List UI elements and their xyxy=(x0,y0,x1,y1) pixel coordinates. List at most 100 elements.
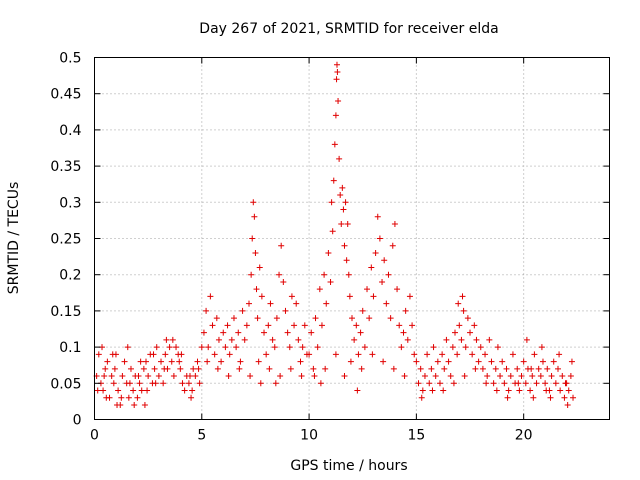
data-point xyxy=(198,344,205,351)
data-point xyxy=(353,322,360,329)
data-point xyxy=(404,336,411,343)
data-point xyxy=(136,380,143,387)
data-point xyxy=(160,380,167,387)
data-point xyxy=(542,380,549,387)
data-point xyxy=(115,387,122,394)
data-point xyxy=(299,344,306,351)
data-point xyxy=(349,315,355,322)
chart-title: Day 267 of 2021, SRMTID for receiver eld… xyxy=(199,21,498,37)
data-point xyxy=(426,380,433,387)
data-point xyxy=(318,322,325,329)
data-point xyxy=(104,358,111,365)
grid xyxy=(94,57,610,420)
data-point xyxy=(552,380,559,387)
data-point xyxy=(358,365,365,372)
y-tick-label: 0.15 xyxy=(50,304,81,320)
data-point xyxy=(312,315,319,322)
data-point xyxy=(286,344,293,351)
data-point xyxy=(418,394,425,401)
data-point xyxy=(269,336,276,343)
data-point xyxy=(514,365,521,372)
data-point xyxy=(288,293,295,300)
data-point xyxy=(368,264,375,271)
data-point xyxy=(419,387,426,394)
data-point xyxy=(383,300,390,307)
data-point xyxy=(492,365,499,372)
data-point xyxy=(263,351,270,358)
data-point xyxy=(272,380,279,387)
data-point xyxy=(357,329,364,336)
data-point xyxy=(102,365,109,372)
data-point xyxy=(400,329,407,336)
data-point xyxy=(391,221,398,228)
data-point xyxy=(401,373,408,380)
data-point xyxy=(124,344,131,351)
data-point xyxy=(527,387,534,394)
data-point xyxy=(455,300,462,307)
data-point xyxy=(421,373,428,380)
data-point xyxy=(538,344,545,351)
data-point xyxy=(306,351,313,358)
x-tick-label: 20 xyxy=(515,428,533,444)
data-point xyxy=(340,206,347,213)
data-point xyxy=(467,329,474,336)
data-point xyxy=(144,387,151,394)
data-point xyxy=(547,394,554,401)
data-point xyxy=(250,199,257,206)
data-point xyxy=(494,344,501,351)
data-point xyxy=(528,365,535,372)
x-tick-label: 0 xyxy=(90,428,99,444)
data-point xyxy=(239,307,246,314)
data-point xyxy=(436,380,443,387)
data-point xyxy=(316,286,323,293)
data-point xyxy=(441,365,448,372)
data-point xyxy=(333,76,340,83)
data-point xyxy=(332,351,339,358)
data-point xyxy=(509,351,516,358)
data-point xyxy=(138,387,145,394)
data-point xyxy=(430,344,437,351)
data-point xyxy=(333,61,340,68)
data-point xyxy=(452,329,458,336)
data-point xyxy=(424,351,431,358)
data-point xyxy=(195,365,202,372)
data-point xyxy=(394,286,401,293)
data-point xyxy=(246,300,252,307)
data-point xyxy=(530,394,537,401)
data-point xyxy=(224,322,231,329)
data-point xyxy=(150,351,157,358)
data-point xyxy=(415,380,422,387)
data-point xyxy=(209,322,216,329)
data-point xyxy=(308,329,315,336)
data-point xyxy=(207,293,214,300)
data-point xyxy=(499,358,506,365)
data-point xyxy=(335,97,342,104)
x-axis: 0 5 10 15 20 xyxy=(90,57,533,444)
data-point xyxy=(103,394,110,401)
data-point xyxy=(336,155,343,162)
y-axis-title: SRMTID / TECUs xyxy=(6,182,22,295)
data-point xyxy=(273,315,280,322)
data-point xyxy=(297,358,304,365)
data-point xyxy=(235,329,242,336)
data-point xyxy=(479,365,486,372)
data-point xyxy=(469,351,476,358)
data-point xyxy=(341,373,348,380)
data-point xyxy=(342,199,349,206)
data-point xyxy=(503,365,510,372)
data-point xyxy=(222,344,229,351)
data-point xyxy=(351,336,358,343)
data-point xyxy=(561,394,568,401)
data-point xyxy=(168,358,175,365)
data-point xyxy=(454,351,461,358)
data-point xyxy=(385,271,392,278)
data-point xyxy=(548,373,555,380)
data-point xyxy=(339,184,346,191)
y-tick-label: 0.25 xyxy=(50,232,81,248)
data-point xyxy=(151,365,158,372)
data-point xyxy=(389,242,396,249)
data-point xyxy=(252,249,259,256)
data-point xyxy=(567,373,574,380)
data-point xyxy=(325,249,332,256)
data-point xyxy=(364,286,371,293)
